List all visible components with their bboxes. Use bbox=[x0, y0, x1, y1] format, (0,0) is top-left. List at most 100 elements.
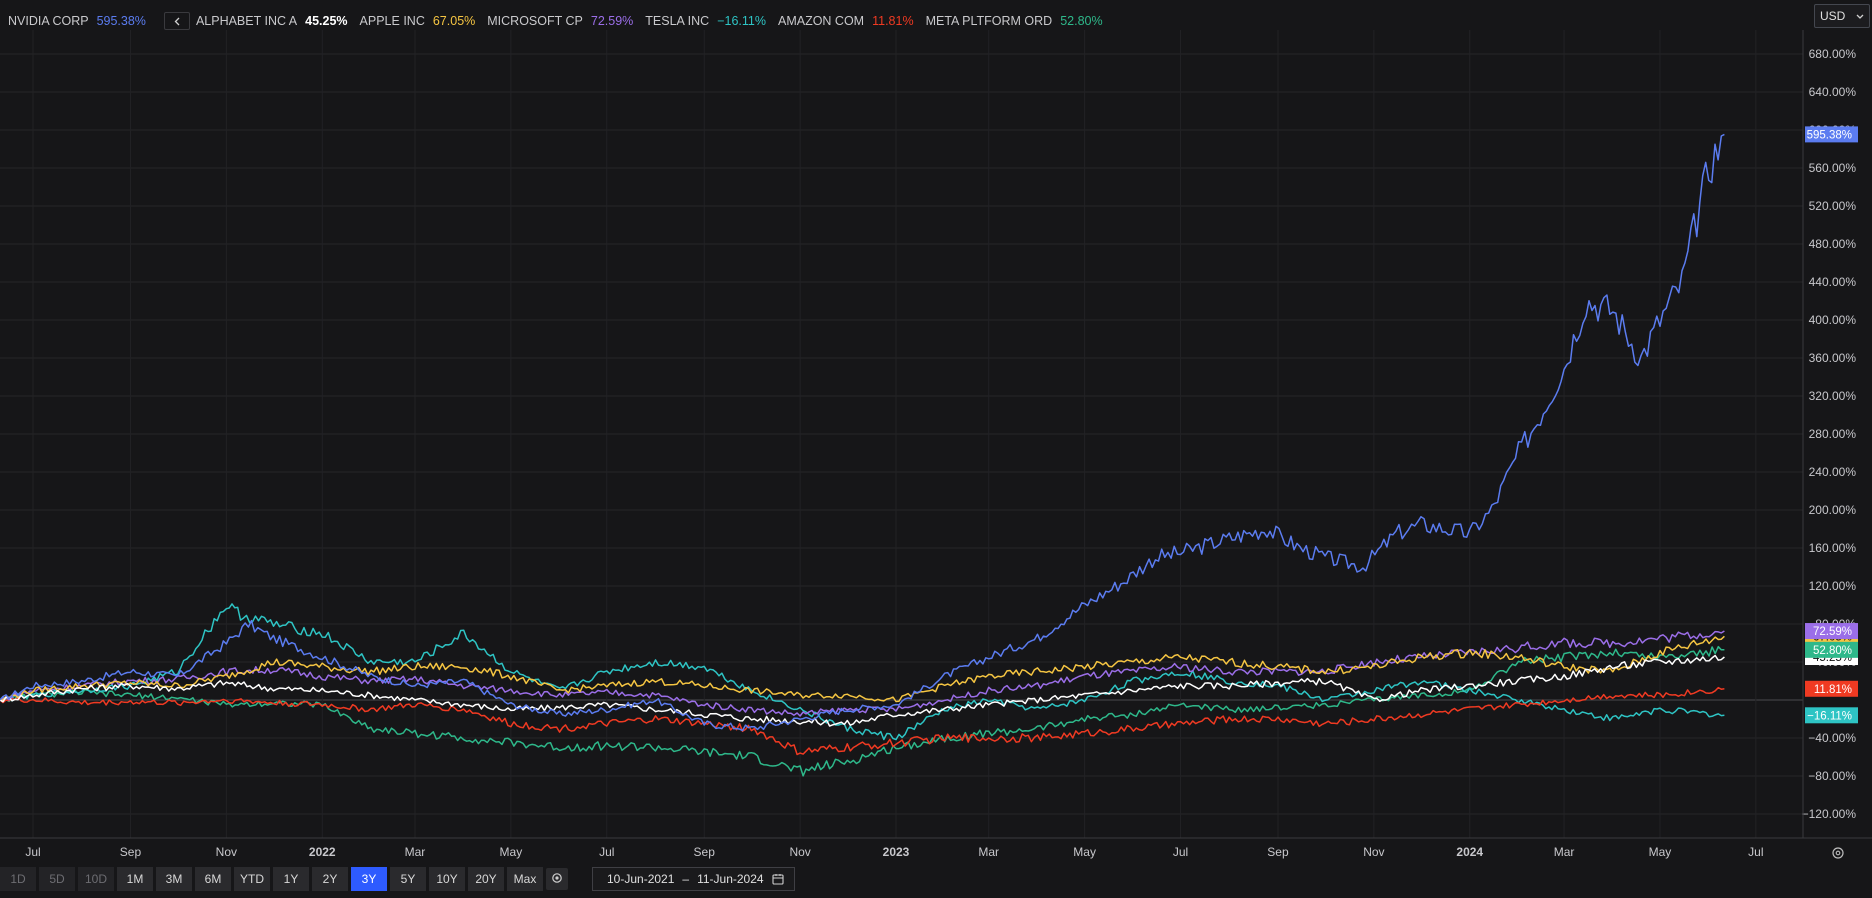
y-tick-label: 240.00% bbox=[1809, 465, 1857, 479]
x-tick-label: Nov bbox=[789, 845, 810, 859]
currency-select[interactable]: USD bbox=[1814, 4, 1870, 28]
gear-icon bbox=[551, 872, 563, 887]
timeframe-toolbar: 1D 5D 10D 1M 3M 6M YTD 1Y 2Y 3Y 5Y 10Y 20Y Max 10-Jun… bbox=[0, 867, 795, 891]
value-badges: 595.38%45.25%67.05%72.59%−16.11%11.81%52… bbox=[1805, 126, 1858, 724]
x-tick-label: May bbox=[1649, 845, 1672, 859]
timeframe-button[interactable]: 10Y bbox=[429, 867, 465, 891]
chart-series bbox=[0, 133, 1725, 777]
timeframe-button[interactable]: 2Y bbox=[312, 867, 348, 891]
x-tick-label: Nov bbox=[1363, 845, 1384, 859]
y-tick-label: 400.00% bbox=[1809, 313, 1857, 327]
x-tick-label: Mar bbox=[1554, 845, 1575, 859]
legend-series-name: ALPHABET INC A bbox=[195, 14, 298, 28]
y-tick-label: 640.00% bbox=[1809, 85, 1857, 99]
legend-item[interactable]: MICROSOFT CP 72.59% bbox=[487, 14, 633, 28]
legend-item[interactable]: TESLA INC −16.11% bbox=[645, 14, 766, 28]
x-tick-label: Jul bbox=[1748, 845, 1763, 859]
value-badge-bg bbox=[1805, 707, 1858, 724]
value-badge: 595.38% bbox=[1805, 126, 1858, 143]
legend-series-name: APPLE INC bbox=[359, 14, 425, 28]
y-tick-label: 480.00% bbox=[1809, 237, 1857, 251]
chevron-left-icon bbox=[174, 17, 180, 25]
legend-series-name: TESLA INC bbox=[645, 14, 710, 28]
x-tick-label: Sep bbox=[1267, 845, 1289, 859]
y-tick-label: −40.00% bbox=[1808, 731, 1856, 745]
y-tick-label: −120.00% bbox=[1802, 807, 1857, 821]
value-badge: 52.80% bbox=[1805, 641, 1858, 658]
timeframe-button[interactable]: 3M bbox=[156, 867, 192, 891]
value-badge-text: 595.38% bbox=[1807, 129, 1852, 141]
series-line bbox=[0, 133, 1725, 732]
chart-legend: NVIDIA CORP 595.38% ALPHABET INC A 45.25% AP… bbox=[8, 12, 1115, 30]
x-tick-label: Mar bbox=[978, 845, 999, 859]
value-badge-bg bbox=[1805, 126, 1858, 143]
legend-item[interactable]: ALPHABET INC A 45.25% bbox=[196, 14, 348, 28]
y-tick-label: 520.00% bbox=[1809, 199, 1857, 213]
x-tick-label: Jul bbox=[25, 845, 40, 859]
timeframe-button[interactable]: 20Y bbox=[468, 867, 504, 891]
legend-item[interactable]: APPLE INC 67.05% bbox=[360, 14, 476, 28]
y-tick-label: −80.00% bbox=[1808, 769, 1856, 783]
series-line bbox=[0, 654, 1725, 727]
series-line bbox=[0, 686, 1725, 756]
timeframe-button[interactable]: YTD bbox=[234, 867, 270, 891]
y-tick-label: 120.00% bbox=[1809, 579, 1857, 593]
timeframe-button: 10D bbox=[78, 867, 114, 891]
x-tick-label: 2024 bbox=[1456, 845, 1483, 859]
legend-series-name: AMAZON COM bbox=[777, 14, 865, 28]
value-badge: 72.59% bbox=[1805, 623, 1858, 640]
date-range-end: 11-Jun-2024 bbox=[697, 872, 764, 886]
timeframe-button: 5D bbox=[39, 867, 75, 891]
legend-series-value: 67.05% bbox=[432, 14, 476, 28]
legend-item[interactable]: NVIDIA CORP 595.38% bbox=[8, 14, 146, 28]
x-tick-label: 2023 bbox=[883, 845, 910, 859]
timeframe-buttons: 1D 5D 10D 1M 3M 6M YTD 1Y 2Y 3Y 5Y 10Y 20Y Max bbox=[0, 867, 546, 891]
y-tick-label: 320.00% bbox=[1809, 389, 1857, 403]
timeframe-button[interactable]: 6M bbox=[195, 867, 231, 891]
timeframe-button: 1D bbox=[0, 867, 36, 891]
timeframe-button[interactable]: 1M bbox=[117, 867, 153, 891]
x-tick-label: 2022 bbox=[309, 845, 336, 859]
legend-scroll-button[interactable] bbox=[163, 12, 190, 30]
date-range-separator: – bbox=[682, 872, 690, 886]
value-badge-text: 72.59% bbox=[1813, 626, 1852, 638]
legend-series-value: −16.11% bbox=[717, 14, 766, 28]
timeframe-button[interactable]: 1Y bbox=[273, 867, 309, 891]
x-tick-label: Sep bbox=[694, 845, 716, 859]
x-tick-label: Jul bbox=[599, 845, 614, 859]
value-badge-text: 11.81% bbox=[1814, 684, 1852, 696]
legend-series-value: 11.81% bbox=[872, 14, 914, 28]
timeframe-button[interactable]: 3Y bbox=[351, 867, 387, 891]
axis-settings-button[interactable] bbox=[1826, 844, 1850, 864]
x-tick-label: Sep bbox=[120, 845, 142, 859]
value-badge-text: −16.11% bbox=[1807, 710, 1852, 722]
y-tick-label: 280.00% bbox=[1809, 427, 1857, 441]
x-tick-label: Jul bbox=[1173, 845, 1188, 859]
x-tick-label: Mar bbox=[405, 845, 426, 859]
chart-gridlines bbox=[0, 30, 1803, 838]
settings-icon bbox=[1831, 846, 1845, 863]
x-tick-label: May bbox=[1073, 845, 1096, 859]
currency-label: USD bbox=[1820, 9, 1846, 23]
series-line bbox=[0, 603, 1725, 741]
date-range-picker[interactable]: 10-Jun-2021 – 11-Jun-2024 bbox=[592, 867, 795, 891]
legend-item[interactable]: META PLTFORM ORD 52.80% bbox=[926, 14, 1103, 28]
value-badge-bg bbox=[1805, 680, 1858, 697]
y-tick-label: 680.00% bbox=[1809, 47, 1857, 61]
x-tick-label: Nov bbox=[216, 845, 237, 859]
legend-series-name: MICROSOFT CP bbox=[487, 14, 583, 28]
y-tick-label: 160.00% bbox=[1809, 541, 1857, 555]
legend-series-value: 52.80% bbox=[1060, 14, 1103, 28]
legend-series-name: META PLTFORM ORD bbox=[925, 14, 1053, 28]
value-badge: −16.11% bbox=[1805, 707, 1858, 724]
series-line bbox=[0, 635, 1725, 703]
value-badge-text: 52.80% bbox=[1813, 645, 1852, 657]
timeframe-button[interactable]: Max bbox=[507, 867, 543, 891]
timeframe-button[interactable]: 5Y bbox=[390, 867, 426, 891]
legend-series-value: 595.38% bbox=[96, 14, 146, 28]
x-tick-label: May bbox=[500, 845, 523, 859]
timeframe-settings-button[interactable] bbox=[546, 868, 568, 890]
y-tick-label: 360.00% bbox=[1809, 351, 1857, 365]
legend-item[interactable]: AMAZON COM 11.81% bbox=[778, 14, 914, 28]
